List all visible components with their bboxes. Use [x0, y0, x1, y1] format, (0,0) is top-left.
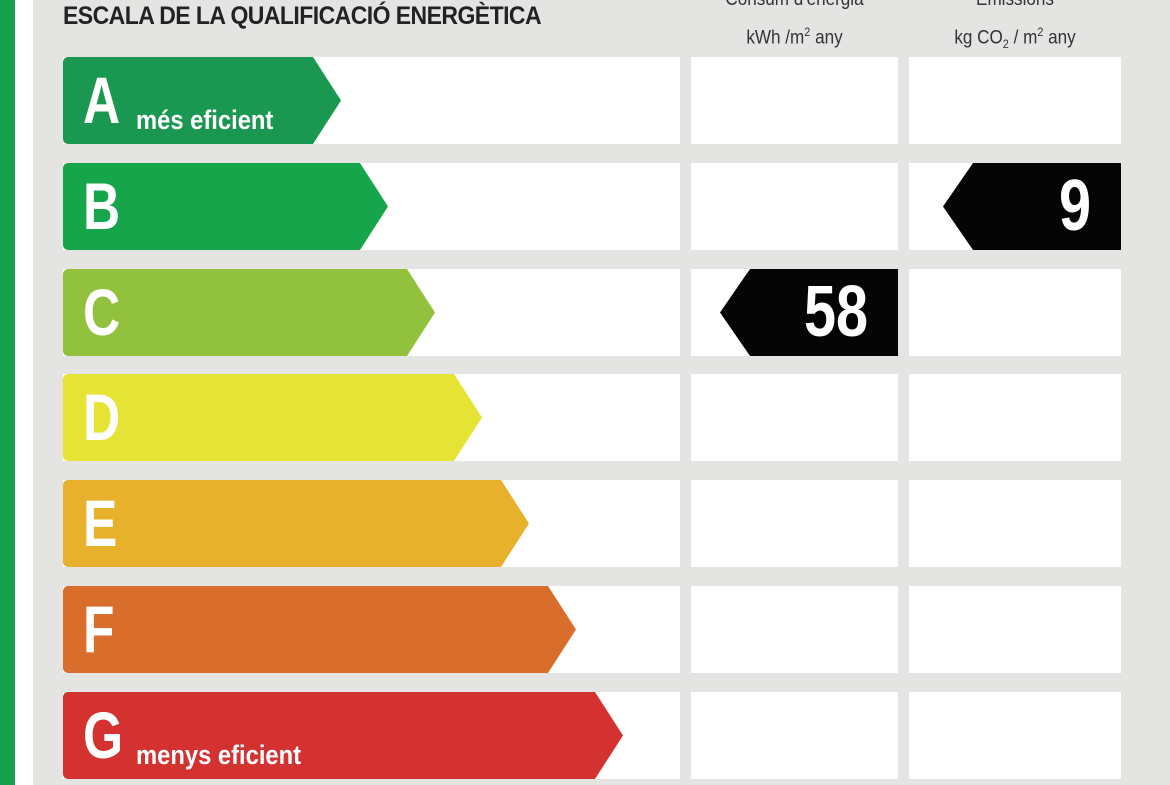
class-letter: E: [83, 486, 118, 560]
emissions-cell: [909, 374, 1121, 461]
scale-cell: E: [63, 480, 680, 567]
scale-cell: D: [63, 374, 680, 461]
emissions-unit: kg CO2 / m2 any: [954, 25, 1076, 52]
consumption-cell: 58: [691, 269, 898, 356]
consumption-value-badge: 58: [720, 269, 898, 356]
consumption-cell: [691, 374, 898, 461]
rating-row-c: C 58: [63, 269, 1121, 356]
rating-row-d: D: [63, 374, 1121, 461]
class-arrow-c: C: [63, 269, 435, 356]
class-letter: F: [83, 592, 115, 666]
consumption-cell: [691, 586, 898, 673]
emissions-value-badge: 9: [943, 163, 1121, 250]
consumption-column-header: Consum d'energia kWh /m2 any: [701, 0, 887, 54]
emissions-cell: [909, 480, 1121, 567]
emissions-value: 9: [1058, 166, 1091, 246]
class-caption: menys eficient: [136, 740, 302, 770]
consumption-cell: [691, 480, 898, 567]
emissions-cell: [909, 586, 1121, 673]
emissions-column-header: Emissions kg CO2 / m2 any: [920, 0, 1111, 60]
scale-cell: F: [63, 586, 680, 673]
class-letter: B: [83, 169, 121, 243]
class-arrow-f: F: [63, 586, 576, 673]
class-arrow-b: B: [63, 163, 388, 250]
consumption-cell: [691, 163, 898, 250]
class-letter: A: [83, 63, 121, 137]
class-caption: més eficient: [136, 105, 274, 135]
emissions-cell: [909, 57, 1121, 144]
class-letter: C: [83, 275, 121, 349]
emissions-cell: [909, 692, 1121, 779]
scale-title: ESCALA DE LA QUALIFICACIÓ ENERGÈTICA: [63, 2, 542, 30]
emissions-cell: [909, 269, 1121, 356]
rating-row-f: F: [63, 586, 1121, 673]
rating-row-e: E: [63, 480, 1121, 567]
class-letter: G: [83, 698, 124, 772]
consumption-value: 58: [803, 272, 868, 352]
green-frame-edge: [0, 0, 15, 785]
emissions-cell: 9: [909, 163, 1121, 250]
emissions-column-label: Emissions: [920, 0, 1111, 16]
scale-cell: B: [63, 163, 680, 250]
frame-gap: [15, 0, 33, 785]
consumption-column-label: Consum d'energia: [701, 0, 887, 16]
consumption-cell: [691, 57, 898, 144]
class-letter: D: [83, 380, 121, 454]
consumption-unit: kWh /m2 any: [746, 25, 843, 49]
class-arrow-d: D: [63, 374, 482, 461]
consumption-cell: [691, 692, 898, 779]
class-arrow-e: E: [63, 480, 529, 567]
scale-cell: C: [63, 269, 680, 356]
